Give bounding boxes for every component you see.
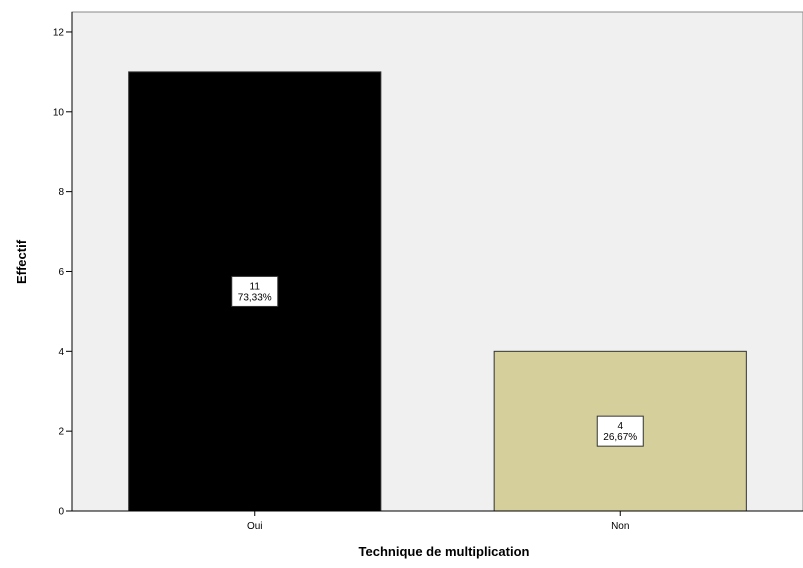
x-axis-title: Technique de multiplication xyxy=(359,544,530,559)
y-tick-label: 8 xyxy=(58,187,64,198)
data-label-box xyxy=(596,415,644,447)
y-tick-label: 6 xyxy=(58,267,64,278)
axes-layer: 0 2 4 6 8 10 12 Oui Non xyxy=(53,12,803,532)
data-label-count: 11 xyxy=(250,281,261,292)
x-tick-label: Oui xyxy=(247,521,263,532)
data-label-percent: 73,33% xyxy=(238,292,272,303)
data-label-percent: 26,67% xyxy=(603,432,637,443)
y-tick-label: 0 xyxy=(58,507,64,518)
y-tick-label: 12 xyxy=(53,27,65,38)
y-axis-title: Effectif xyxy=(14,239,29,284)
x-tick-label: Non xyxy=(611,521,629,532)
y-tick-label: 4 xyxy=(58,347,64,358)
data-label-count: 4 xyxy=(617,421,623,432)
y-tick-label: 2 xyxy=(58,427,64,438)
y-tick-label: 10 xyxy=(53,107,65,118)
data-label-box xyxy=(231,275,279,307)
